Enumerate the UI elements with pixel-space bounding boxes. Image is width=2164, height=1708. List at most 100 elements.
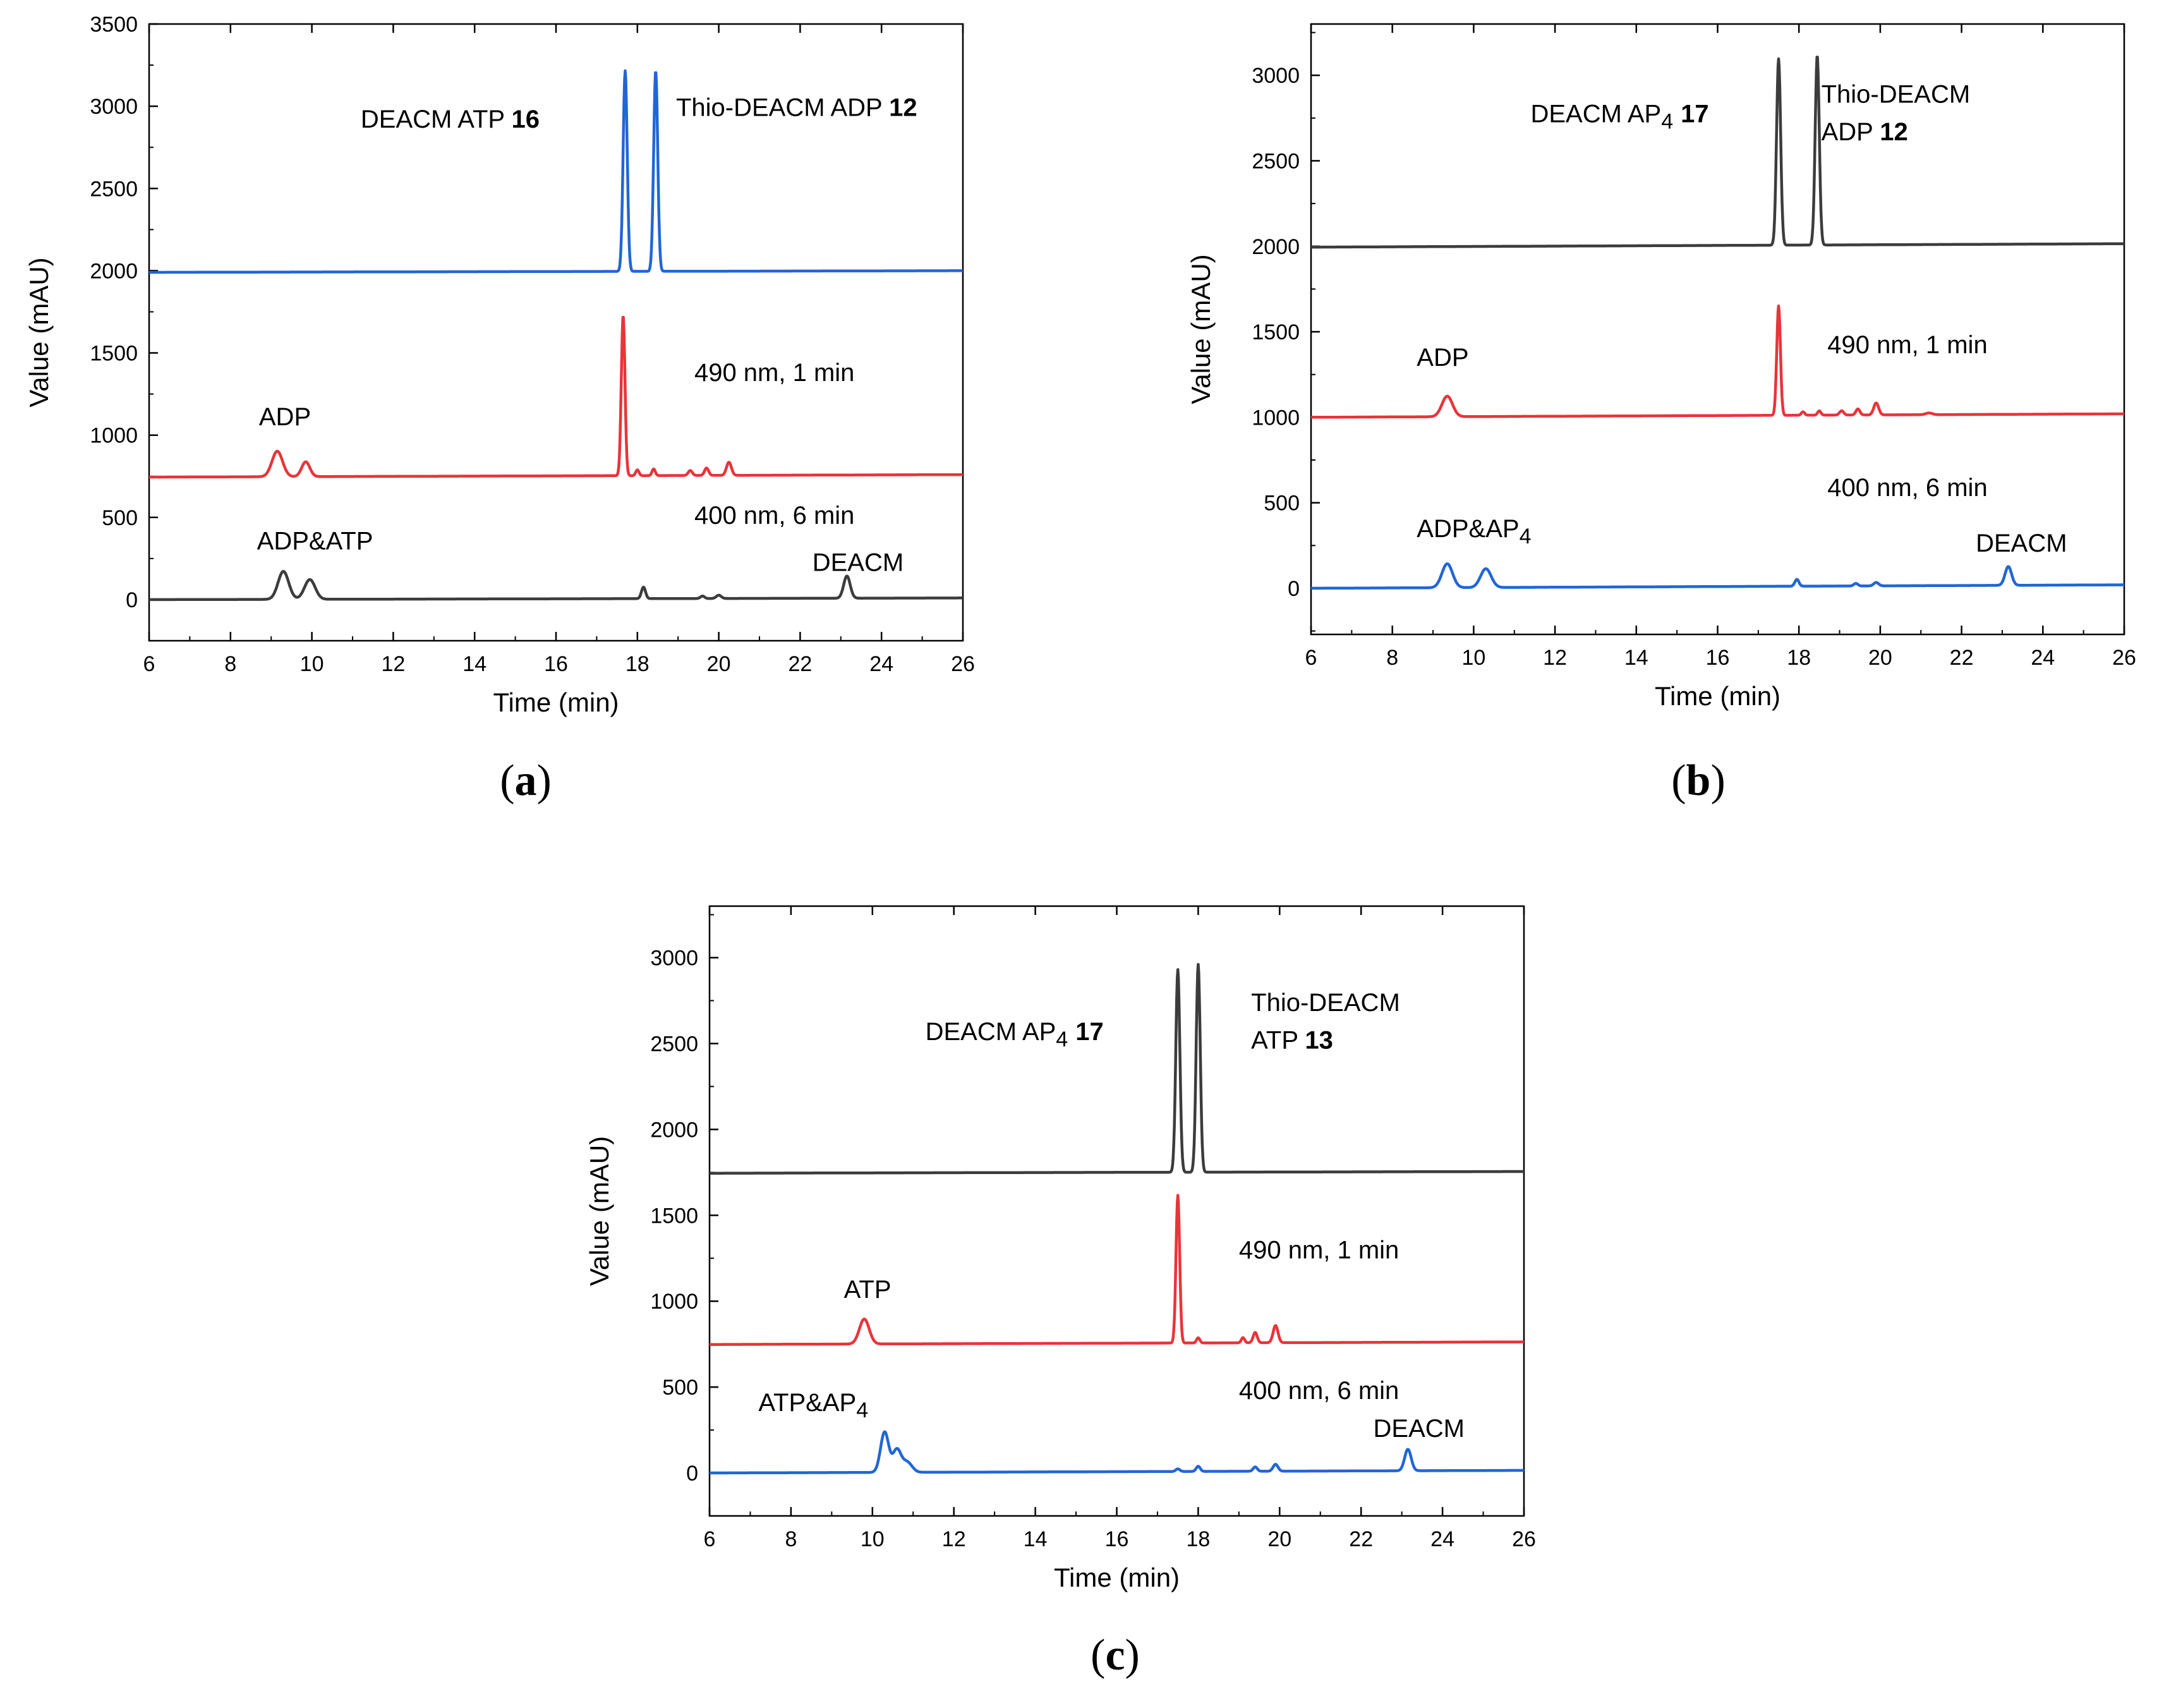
panel-label-open: ( — [1091, 1631, 1105, 1680]
x-tick-label: 8 — [224, 652, 236, 676]
x-tick-label: 6 — [143, 652, 155, 676]
x-tick-label: 16 — [1706, 646, 1730, 670]
annotation-subscript: 4 — [1520, 524, 1532, 548]
panel-label-letter: a — [515, 756, 537, 805]
annotation-subscript: 4 — [1056, 1027, 1068, 1051]
annotation: 400 nm, 6 min — [694, 502, 854, 530]
y-tick-label: 2500 — [1252, 149, 1300, 173]
y-tick-label: 1500 — [650, 1204, 698, 1228]
annotation-text: Thio-DEACM — [1251, 989, 1400, 1017]
panel-label: (c) — [1091, 1631, 1140, 1680]
y-tick-label: 1000 — [650, 1290, 698, 1314]
annotation: 490 nm, 1 min — [1239, 1236, 1399, 1264]
panel-label-open: ( — [500, 756, 514, 805]
annotation-text: ADP&AP — [1417, 515, 1519, 543]
annotation: ADP&ATP — [257, 528, 373, 555]
annotation-text: ATP — [1251, 1027, 1305, 1055]
y-tick-label: 3000 — [1252, 64, 1300, 88]
annotation-text: ADP — [1822, 118, 1880, 146]
panel-label-close: ) — [537, 756, 552, 805]
x-tick-label: 16 — [544, 652, 568, 676]
annotation-text: DEACM AP — [1530, 100, 1661, 128]
annotation-text: DEACM ATP — [361, 106, 512, 133]
y-tick-label: 2500 — [650, 1032, 698, 1056]
annotation-compound-number: 17 — [1075, 1018, 1104, 1046]
y-axis-title: Value (mAU) — [1186, 254, 1216, 404]
y-tick-label: 500 — [102, 506, 138, 530]
annotation: 400 nm, 6 min — [1827, 474, 1987, 502]
y-tick-label: 500 — [662, 1376, 698, 1400]
y-tick-label: 500 — [1264, 492, 1300, 516]
annotation: DEACM — [1374, 1415, 1465, 1443]
x-tick-label: 6 — [704, 1527, 716, 1551]
annotation-compound-number: 12 — [1880, 118, 1908, 146]
annotation: ADP — [259, 403, 311, 431]
annotation-compound-number: 12 — [889, 94, 917, 122]
panel-label-close: ) — [1125, 1631, 1140, 1680]
x-tick-label: 8 — [785, 1527, 797, 1551]
y-tick-label: 1500 — [90, 342, 138, 366]
annotation-compound-number: 13 — [1305, 1027, 1333, 1055]
annotation: DEACM AP4 17 — [1530, 100, 1708, 134]
x-tick-label: 22 — [1950, 646, 1974, 670]
series-line-2 — [710, 1430, 1524, 1475]
x-axis-title: Time (min) — [1655, 681, 1780, 711]
x-tick-label: 24 — [869, 652, 893, 676]
y-tick-label: 0 — [1288, 577, 1300, 601]
panel-label: (a) — [500, 756, 552, 805]
series-line-0 — [710, 962, 1524, 1175]
y-axis-title: Value (mAU) — [584, 1136, 614, 1286]
y-tick-label: 1000 — [1252, 406, 1300, 430]
series-line-1 — [149, 315, 963, 479]
annotation-text: Thio-DEACM — [1822, 80, 1971, 108]
x-tick-label: 26 — [2112, 646, 2136, 670]
series-line-2 — [149, 570, 963, 602]
series-line-0 — [149, 69, 963, 274]
annotation: 490 nm, 1 min — [1827, 331, 1987, 359]
annotation: Thio-DEACM — [1822, 80, 1971, 108]
x-tick-label: 14 — [462, 652, 487, 676]
annotation-text: ATP&AP — [758, 1389, 856, 1417]
annotation: ATP 13 — [1251, 1027, 1333, 1055]
annotation-text: ATP — [844, 1276, 892, 1304]
x-tick-label: 12 — [381, 652, 405, 676]
annotation: DEACM AP4 17 — [926, 1018, 1104, 1051]
y-tick-label: 3000 — [650, 947, 698, 971]
y-tick-label: 3500 — [90, 13, 138, 37]
annotation-compound-number: 17 — [1681, 100, 1709, 128]
x-tick-label: 10 — [300, 652, 324, 676]
annotation: ATP&AP4 — [758, 1389, 868, 1422]
annotation: ATP — [844, 1276, 892, 1304]
annotation-text: 400 nm, 6 min — [1239, 1377, 1399, 1405]
annotation-text: 490 nm, 1 min — [1239, 1236, 1399, 1264]
y-tick-label: 2000 — [90, 259, 138, 283]
y-tick-label: 1000 — [90, 424, 138, 448]
annotation-text: DEACM — [813, 548, 904, 576]
y-tick-label: 1500 — [1252, 320, 1300, 344]
annotation: DEACM — [813, 548, 904, 576]
panel-a: 6 8 10 12 14 16 18 20 22 24 26 0 500 1000 1500 2000 2500… — [24, 13, 975, 805]
x-tick-label: 18 — [1186, 1527, 1210, 1551]
annotation: 490 nm, 1 min — [694, 359, 854, 387]
y-tick-label: 2000 — [650, 1118, 698, 1142]
series-line-2 — [1311, 562, 2124, 590]
annotation-text: ADP — [259, 403, 311, 431]
series-line-1 — [1311, 304, 2124, 419]
x-tick-label: 20 — [707, 652, 731, 676]
x-tick-label: 22 — [1349, 1527, 1373, 1551]
x-tick-label: 12 — [1543, 646, 1567, 670]
annotation-text: Thio-DEACM ADP — [676, 94, 889, 122]
x-tick-label: 20 — [1267, 1527, 1291, 1551]
x-tick-label: 20 — [1868, 646, 1892, 670]
annotation-text: DEACM AP — [926, 1018, 1056, 1046]
x-tick-label: 6 — [1305, 646, 1317, 670]
annotation: ADP — [1417, 344, 1468, 372]
annotation: ADP&AP4 — [1417, 515, 1531, 548]
y-tick-label: 0 — [686, 1462, 698, 1486]
panel-c: 6 8 10 12 14 16 18 20 22 24 26 0 500 1000 1500 2000 2500… — [584, 905, 1536, 1680]
annotation-text: 490 nm, 1 min — [694, 359, 854, 387]
x-tick-label: 26 — [951, 652, 975, 676]
annotation: DEACM — [1976, 530, 2067, 557]
annotation: Thio-DEACM ADP 12 — [676, 94, 917, 122]
y-tick-label: 0 — [126, 588, 138, 612]
